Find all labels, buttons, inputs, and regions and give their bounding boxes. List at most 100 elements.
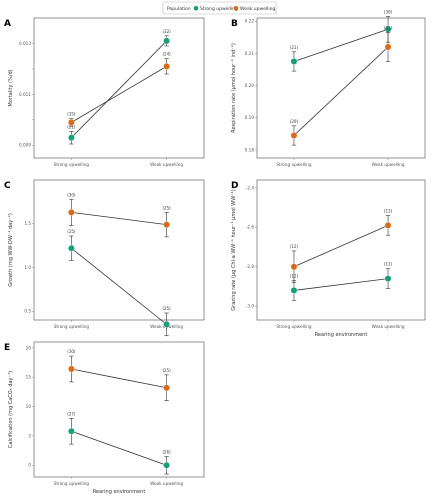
plot-frame	[256, 17, 426, 159]
y-tick-label: -2.6	[246, 225, 255, 230]
y-tick-label: 0.5	[24, 309, 31, 314]
data-point	[290, 58, 298, 65]
x-axis-label: Rearing environment	[93, 489, 146, 495]
panel-a: A 0.009 0.011 0.013 Strong upwelling Weak upw…	[4, 17, 205, 167]
y-tick-label: 0.22	[245, 19, 255, 24]
legend-frame	[162, 1, 277, 15]
series-line	[293, 278, 389, 291]
y-axis-label: Mortality (%/d)	[8, 69, 14, 106]
y-tick-label: 0.20	[245, 83, 255, 88]
y-tick-label: 0.18	[245, 147, 255, 152]
sample-size-label: (25)	[162, 368, 171, 373]
sample-size-label: (30)	[67, 349, 76, 354]
data-point	[384, 43, 392, 51]
panel-b: B 0.18 0.19 0.20 0.21 0.22 Strong upwelling Wea…	[231, 9, 426, 167]
y-tick-label: 20	[26, 345, 32, 350]
y-axis-label: Growth (mg WW-DW⁻¹ day⁻¹)	[8, 213, 14, 287]
sample-size-label: (30)	[384, 9, 393, 14]
x-tick-label: Weak upwelling	[150, 481, 183, 486]
sample-size-label: (29)	[290, 119, 299, 124]
y-tick-label: 0.21	[245, 51, 255, 56]
data-point	[163, 221, 171, 229]
sample-size-label: (26)	[162, 449, 171, 454]
series-weak-upwelling: (29) (31)	[290, 25, 393, 146]
sample-size-label: (27)	[67, 411, 76, 416]
series-weak-upwelling: (35) (24)	[67, 52, 171, 127]
sample-size-label: (25)	[67, 229, 76, 234]
panel-letter: D	[231, 181, 238, 191]
series-line	[293, 28, 389, 62]
plot-frame	[33, 341, 205, 478]
y-tick-label: 0.011	[19, 92, 31, 97]
x-tick-label: Weak upwelling	[372, 324, 405, 329]
data-point	[290, 287, 298, 294]
series-weak-upwelling: (12) (13)	[290, 208, 393, 283]
series-line	[293, 224, 389, 268]
y-tick-label: 1.0	[24, 265, 31, 270]
data-point	[163, 320, 171, 328]
panel-letter: B	[231, 19, 238, 29]
x-tick-label: Strong upwelling	[54, 162, 90, 167]
sample-size-label: (13)	[384, 208, 393, 213]
data-point	[68, 134, 75, 142]
series-strong-upwelling: (21) (32)	[67, 29, 171, 145]
series-line	[71, 247, 167, 325]
x-axis-label: Rearing environment	[315, 332, 368, 338]
legend-label-weak: Weak upwelling	[240, 6, 276, 12]
y-tick-label: 0.013	[19, 41, 31, 46]
panel-letter: A	[4, 19, 11, 29]
sample-size-label: (21)	[67, 124, 76, 129]
panel-e: E 0 5 10 15 20 Strong upwelling Weak upwelling R…	[4, 341, 205, 495]
y-tick-label: -2.8	[246, 264, 255, 269]
data-point	[68, 365, 75, 373]
y-tick-label: 0.009	[19, 143, 31, 148]
x-tick-label: Strong upwelling	[276, 324, 312, 329]
data-point	[68, 118, 75, 126]
panel-letter: C	[4, 181, 11, 191]
sample-size-label: (21)	[290, 45, 299, 50]
x-tick-label: Weak upwelling	[150, 162, 183, 167]
data-point	[163, 62, 171, 70]
data-point	[163, 384, 171, 392]
data-point	[68, 208, 75, 216]
legend-title: Population	[167, 6, 191, 12]
series-line	[71, 368, 167, 389]
sample-size-label: (24)	[162, 52, 171, 57]
series-line	[71, 430, 167, 466]
legend-swatch-strong	[193, 6, 199, 11]
plot-frame	[256, 179, 426, 321]
series-line	[71, 40, 167, 138]
y-tick-label: 15	[26, 375, 32, 380]
series-line	[293, 46, 389, 136]
data-point	[290, 263, 298, 271]
panel-d: D -3.0 -2.8 -2.6 -2.4 Strong upwelling Weak up…	[231, 179, 426, 338]
data-point	[68, 427, 75, 435]
series-weak-upwelling: (30) (25)	[67, 349, 171, 401]
plot-frame	[33, 179, 205, 321]
series-line	[71, 66, 167, 123]
x-tick-label: Strong upwelling	[276, 162, 312, 167]
sample-size-label: (12)	[290, 244, 299, 249]
series-line	[71, 211, 167, 226]
data-point	[384, 221, 392, 229]
legend-swatch-weak	[233, 6, 239, 11]
plot-frame	[33, 17, 205, 159]
series-strong-upwelling: (12)(11)	[290, 262, 393, 301]
y-tick-label: 0.19	[245, 115, 255, 120]
legend: Population Strong upwelling Weak upwelli…	[162, 1, 277, 15]
data-point	[163, 461, 171, 469]
y-tick-label: -2.4	[246, 185, 255, 190]
series-strong-upwelling: (25) (25)	[67, 229, 171, 337]
sample-size-label: (25)	[162, 205, 171, 210]
sample-size-label: (31)	[384, 25, 393, 30]
sample-size-label: (11)	[384, 262, 393, 267]
sample-size-label: (25)	[162, 306, 171, 311]
data-point	[163, 37, 171, 45]
y-tick-label: 1.5	[24, 221, 31, 226]
y-tick-label: 10	[26, 404, 32, 409]
x-tick-label: Weak upwelling	[372, 162, 405, 167]
legend-label-strong: Strong upwelling	[200, 6, 238, 12]
y-tick-label: 5	[28, 433, 31, 438]
